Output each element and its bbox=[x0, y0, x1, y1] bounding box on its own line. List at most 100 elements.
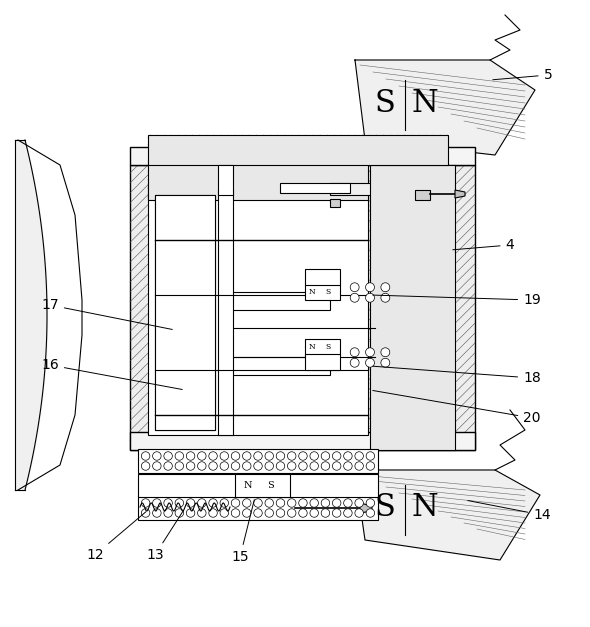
Circle shape bbox=[343, 451, 352, 460]
Circle shape bbox=[175, 461, 183, 470]
Bar bbox=[155, 195, 215, 430]
Bar bbox=[370, 165, 455, 450]
Circle shape bbox=[142, 498, 150, 507]
Polygon shape bbox=[360, 503, 372, 513]
Circle shape bbox=[164, 498, 172, 507]
Circle shape bbox=[366, 461, 375, 470]
Circle shape bbox=[198, 461, 206, 470]
Circle shape bbox=[321, 461, 330, 470]
Text: 12: 12 bbox=[86, 512, 146, 562]
Circle shape bbox=[355, 498, 363, 507]
Polygon shape bbox=[18, 140, 82, 490]
Bar bbox=[148, 160, 368, 200]
Text: 15: 15 bbox=[231, 500, 254, 564]
Circle shape bbox=[231, 461, 240, 470]
Circle shape bbox=[299, 461, 307, 470]
Circle shape bbox=[164, 451, 172, 460]
Circle shape bbox=[332, 498, 341, 507]
Text: S: S bbox=[375, 492, 395, 524]
Polygon shape bbox=[455, 190, 465, 198]
Circle shape bbox=[276, 508, 285, 517]
Circle shape bbox=[366, 358, 375, 367]
Text: 17: 17 bbox=[41, 298, 172, 329]
Circle shape bbox=[265, 461, 274, 470]
Bar bbox=[130, 432, 475, 450]
Bar bbox=[305, 269, 340, 285]
Text: 4: 4 bbox=[453, 238, 514, 252]
Circle shape bbox=[209, 451, 217, 460]
Circle shape bbox=[366, 348, 375, 357]
Circle shape bbox=[265, 498, 274, 507]
Circle shape bbox=[343, 498, 352, 507]
Circle shape bbox=[186, 451, 195, 460]
Circle shape bbox=[310, 498, 319, 507]
Circle shape bbox=[198, 451, 206, 460]
Text: 20: 20 bbox=[373, 391, 541, 425]
Circle shape bbox=[254, 451, 262, 460]
Text: S: S bbox=[325, 288, 330, 296]
Text: N: N bbox=[309, 343, 316, 351]
Bar bbox=[148, 160, 368, 200]
Circle shape bbox=[242, 461, 251, 470]
Text: 16: 16 bbox=[41, 358, 182, 389]
Bar bbox=[218, 165, 233, 195]
Circle shape bbox=[276, 451, 285, 460]
Text: 13: 13 bbox=[146, 510, 183, 562]
Circle shape bbox=[153, 498, 161, 507]
Circle shape bbox=[299, 451, 307, 460]
Circle shape bbox=[350, 358, 359, 367]
Circle shape bbox=[332, 508, 341, 517]
Circle shape bbox=[381, 358, 390, 367]
Circle shape bbox=[242, 498, 251, 507]
Circle shape bbox=[287, 498, 296, 507]
Circle shape bbox=[366, 293, 375, 302]
Circle shape bbox=[355, 451, 363, 460]
Circle shape bbox=[142, 508, 150, 517]
Circle shape bbox=[332, 461, 341, 470]
Circle shape bbox=[209, 508, 217, 517]
Circle shape bbox=[242, 451, 251, 460]
Circle shape bbox=[164, 461, 172, 470]
Bar bbox=[155, 195, 215, 430]
Circle shape bbox=[209, 498, 217, 507]
Text: 18: 18 bbox=[373, 366, 541, 385]
Bar bbox=[305, 339, 340, 355]
Circle shape bbox=[343, 508, 352, 517]
Circle shape bbox=[153, 508, 161, 517]
Circle shape bbox=[142, 451, 150, 460]
Circle shape bbox=[343, 461, 352, 470]
Text: 5: 5 bbox=[493, 68, 552, 82]
Circle shape bbox=[355, 461, 363, 470]
Bar bbox=[148, 160, 368, 200]
Circle shape bbox=[366, 283, 375, 292]
Circle shape bbox=[381, 293, 390, 302]
Circle shape bbox=[186, 498, 195, 507]
Bar bbox=[218, 190, 233, 435]
Circle shape bbox=[366, 498, 375, 507]
Bar bbox=[305, 354, 340, 370]
Bar bbox=[305, 284, 340, 300]
Circle shape bbox=[220, 498, 228, 507]
Bar bbox=[330, 199, 340, 207]
Polygon shape bbox=[355, 470, 540, 560]
Polygon shape bbox=[350, 60, 530, 155]
Text: S: S bbox=[267, 480, 273, 490]
Circle shape bbox=[321, 508, 330, 517]
Circle shape bbox=[310, 461, 319, 470]
Circle shape bbox=[175, 508, 183, 517]
Bar bbox=[415, 190, 430, 200]
Circle shape bbox=[254, 508, 262, 517]
Text: S: S bbox=[325, 343, 330, 351]
Text: 19: 19 bbox=[373, 293, 541, 307]
Circle shape bbox=[287, 451, 296, 460]
Circle shape bbox=[231, 498, 240, 507]
Circle shape bbox=[381, 283, 390, 292]
Circle shape bbox=[310, 451, 319, 460]
Circle shape bbox=[366, 508, 375, 517]
Bar bbox=[148, 135, 448, 165]
Circle shape bbox=[276, 461, 285, 470]
Bar bbox=[230, 357, 330, 375]
Circle shape bbox=[142, 461, 150, 470]
Circle shape bbox=[310, 508, 319, 517]
Circle shape bbox=[350, 293, 359, 302]
